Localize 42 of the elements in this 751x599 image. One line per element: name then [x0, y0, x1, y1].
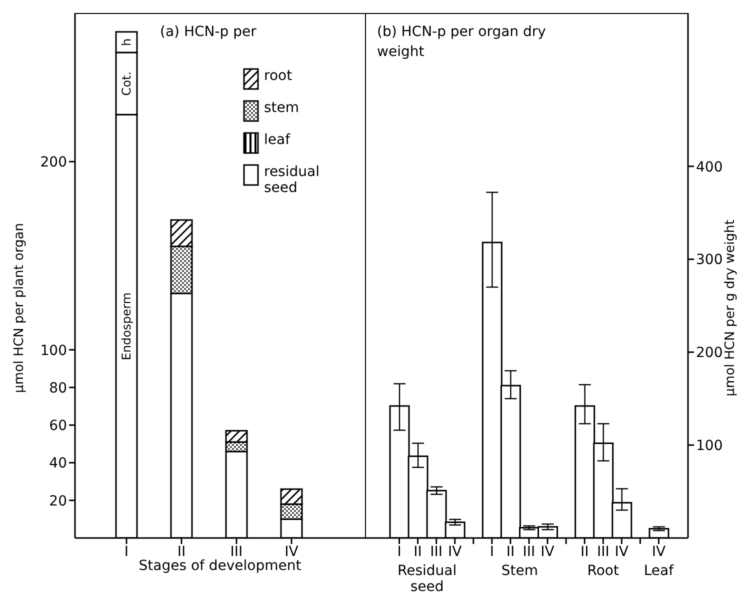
x-tick-label: IV: [614, 544, 629, 560]
text: Leaf: [642, 563, 675, 579]
y-axis-title: μmol HCN per plant organ: [12, 222, 28, 395]
y2-tick-label: 400: [696, 159, 723, 176]
series-label: h: [120, 38, 134, 46]
y-tick-label: 20: [49, 493, 67, 510]
x-tick-label: IV: [540, 544, 555, 560]
x-tick-label: IV: [448, 544, 462, 560]
y-tick-label: 40: [49, 456, 67, 472]
x-tick-label: IV: [284, 544, 299, 560]
legend-label: leaf: [264, 132, 292, 148]
x-axis-title: Stages of development: [138, 558, 302, 574]
y-tick-label: 80: [49, 380, 67, 396]
x-tick-label: II: [506, 544, 515, 560]
text: Root: [586, 563, 620, 579]
y2-tick-label: 200: [696, 345, 723, 362]
x-tick-label: I: [124, 544, 129, 560]
legend-label: root: [264, 68, 294, 84]
x-tick-label: I: [490, 544, 494, 560]
y2-tick-label: 300: [696, 252, 723, 268]
x-tick-label: I: [397, 544, 402, 560]
y-tick-label: 100: [40, 342, 67, 359]
x-tick-label: III: [230, 544, 243, 560]
y2-tick-label: 100: [696, 438, 723, 454]
y-tick-label: 60: [49, 418, 67, 434]
x-tick-label: II: [177, 544, 186, 560]
legend-label: residual seed: [264, 164, 320, 196]
text: (a) HCN-p per: [160, 23, 258, 42]
x-tick-label: II: [414, 544, 422, 560]
x-tick-label: III: [430, 544, 443, 560]
x-tick-label: III: [596, 544, 610, 560]
x-tick-label: IV: [652, 544, 666, 560]
series-label: Endosperm: [120, 292, 134, 360]
legend-label: stem: [264, 100, 300, 116]
y-tick-label: 200: [40, 154, 67, 171]
x-tick-label: III: [522, 544, 536, 560]
text: Residual seed: [396, 563, 458, 595]
x-tick-label: II: [580, 544, 589, 560]
series-label: Cot.: [120, 71, 134, 96]
y2-axis-title: μmol HCN per g dry weight: [723, 218, 739, 398]
text: Stem: [500, 563, 540, 579]
text: (b) HCN-p per organ dry weight: [377, 23, 547, 62]
